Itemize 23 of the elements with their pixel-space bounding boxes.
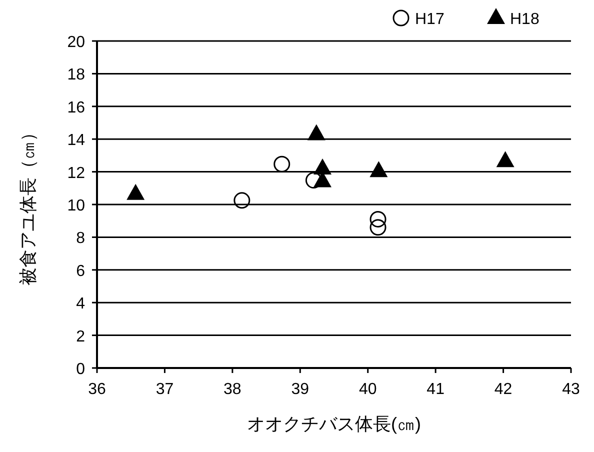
y-axis-title: 被食アユ体長（㎝）: [18, 124, 38, 286]
y-tick-label: 10: [67, 198, 86, 214]
x-tick-label: 42: [494, 381, 512, 398]
y-tick-label: 12: [67, 164, 86, 182]
y-tick-label: 18: [67, 66, 86, 84]
y-tick-label: 4: [76, 296, 86, 313]
legend-label: H17: [415, 11, 444, 28]
y-tick-label: 8: [76, 230, 86, 248]
x-tick-label: 39: [291, 381, 310, 398]
y-tick-label: 0: [76, 361, 86, 378]
x-tick-label: 40: [358, 381, 377, 398]
x-tick-label: 36: [88, 381, 106, 398]
x-tick-label: 43: [562, 381, 580, 398]
x-tick-label: 41: [426, 381, 445, 398]
x-tick-label: 38: [224, 381, 242, 398]
x-tick-label: 37: [156, 381, 174, 398]
y-tick-label: 14: [67, 132, 86, 150]
y-tick-label: 20: [67, 34, 86, 51]
legend-label: H18: [510, 11, 540, 28]
y-tick-label: 16: [67, 99, 86, 116]
x-axis-title: オオクチバス体長(㎝): [247, 414, 421, 434]
y-tick-label: 6: [76, 262, 86, 280]
y-tick-label: 2: [76, 328, 86, 346]
